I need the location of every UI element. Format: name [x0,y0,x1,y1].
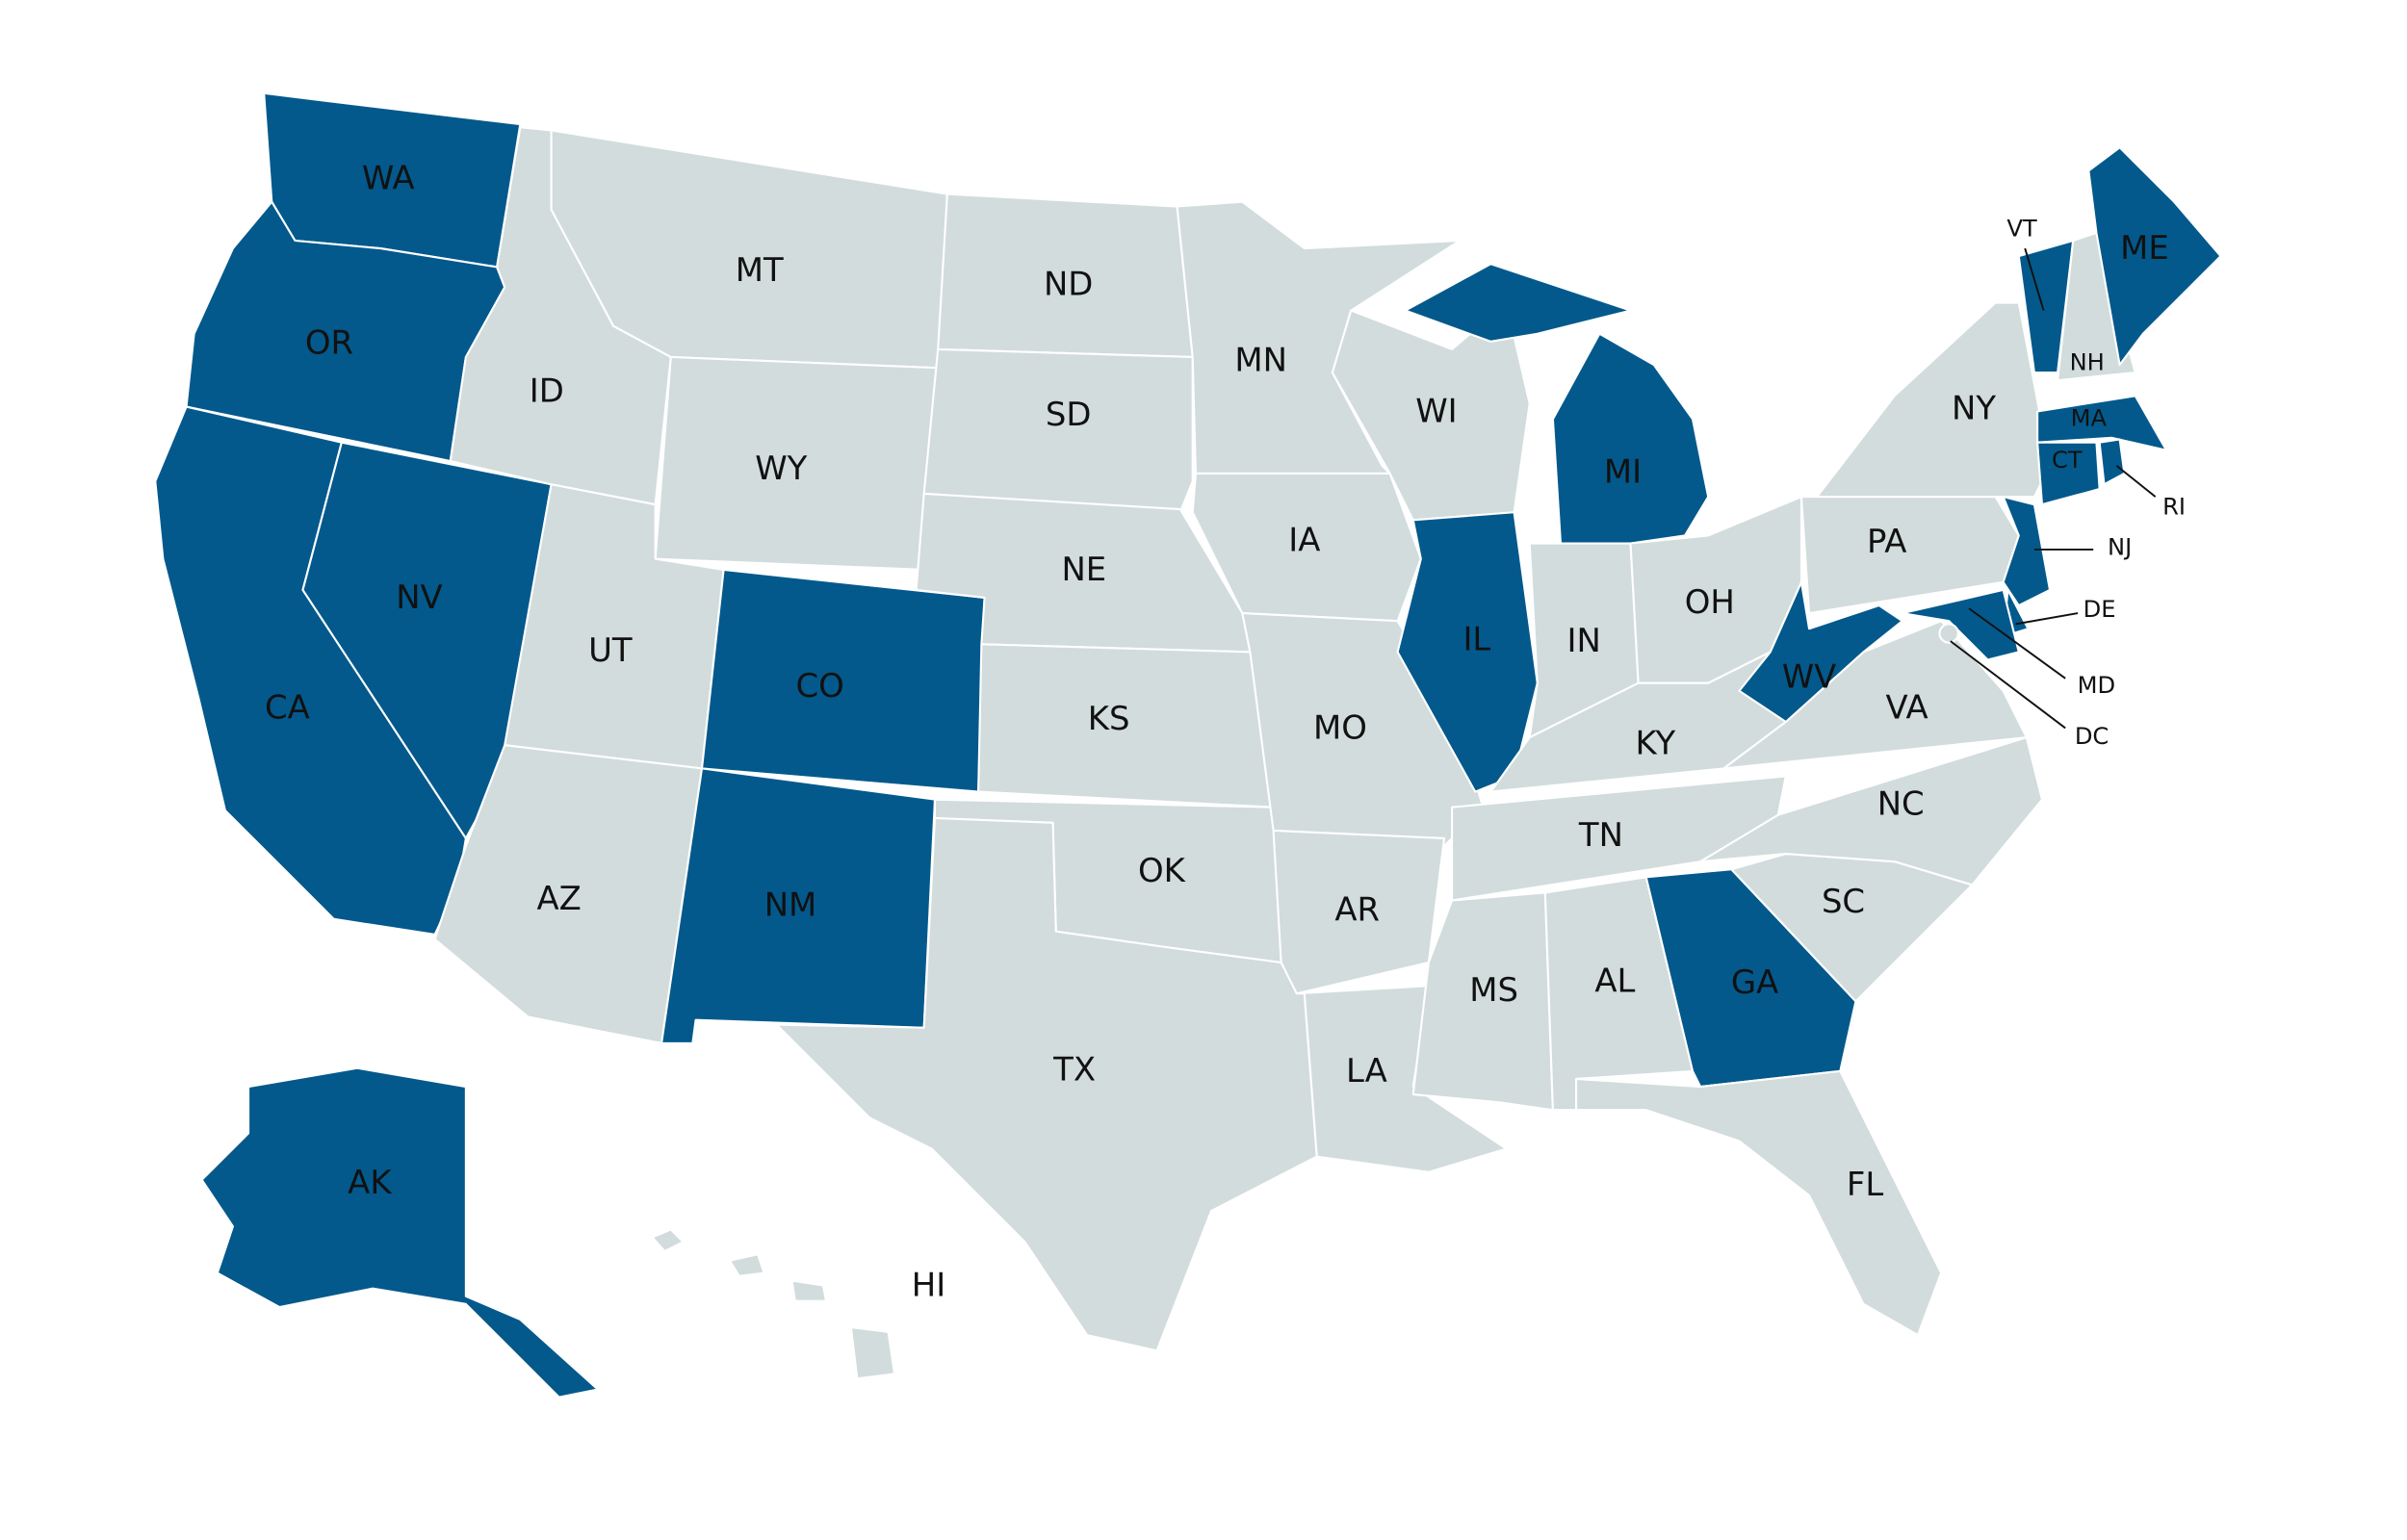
state-label: RI [2162,493,2186,520]
state-shape [2098,438,2126,486]
state-shape [2036,395,2168,451]
state-label: NM [764,886,817,923]
state-label: TX [1052,1050,1096,1088]
state-label: NJ [2108,533,2132,560]
state-label: AL [1594,962,1635,999]
state-shape [1938,623,1959,644]
state-label: NH [2070,348,2105,375]
state-label: DC [2075,723,2109,750]
state-label: NY [1952,389,1996,426]
state-shape [2002,496,2052,607]
state-shape [1699,736,2044,886]
state-shape [922,347,1194,514]
state-label: MA [2071,404,2108,431]
state-labels: WA OR CA NV ID MT WY UT CO AZ NM ND SD NE KS OK TX MN IA MO… [265,160,2186,1304]
state-label: FL [1847,1166,1883,1203]
state-shape [1738,580,1903,724]
state-label: NE [1061,551,1106,588]
state-shape [2087,146,2222,367]
state-label: VT [2006,216,2037,243]
state-label: ME [2120,229,2169,267]
state-label: OR [305,324,353,362]
state-label: UT [588,631,633,669]
state-label: OH [1685,583,1735,621]
state-label: GA [1731,963,1778,1001]
state-label: IL [1462,621,1490,658]
state-label: VA [1886,689,1928,727]
state-label: PA [1867,523,1906,560]
state-label: WY [755,449,807,487]
state-label: NV [396,578,443,616]
state-label: SD [1046,396,1092,433]
state-shape [1272,829,1446,995]
state-label: NC [1877,785,1925,823]
state-label: MI [1604,452,1642,490]
state-label: AR [1334,890,1380,928]
state-label: ND [1044,265,1093,302]
leader-line [2015,612,2079,626]
state-label: WA [362,160,415,197]
leader-line [2115,465,2157,498]
state-label: AK [348,1164,392,1201]
state-shape [2036,441,2101,506]
state-label: SC [1822,883,1865,920]
state-label: TN [1578,816,1623,854]
state-label: ID [530,372,564,410]
state-label: MN [1234,341,1287,378]
state-label: MO [1313,709,1367,747]
leader-line [1968,607,2066,680]
leader-line [2024,247,2045,311]
state-shape [1901,588,2020,661]
state-label: HI [912,1267,945,1304]
state-shapes [154,91,2222,1399]
state-label: CA [265,689,310,727]
state-label: KY [1636,725,1676,762]
state-label: WV [1782,657,1837,695]
state-label: WI [1415,393,1457,430]
state-shape [200,1066,600,1399]
state-label: IA [1288,521,1320,558]
state-label: DE [2083,596,2116,623]
state-label: CT [2052,447,2083,474]
state-shape [1396,511,1539,793]
state-label: CO [795,667,843,705]
state-label: IN [1566,622,1600,659]
state-shape [1575,1069,1943,1337]
state-label: KS [1088,700,1130,737]
state-label: OK [1138,852,1186,889]
leader-line [1950,640,2066,730]
state-label: MD [2078,672,2116,699]
state-shape [775,816,1318,1352]
state-label: MT [736,251,784,289]
state-label: AZ [536,880,581,917]
state-label: LA [1346,1052,1387,1090]
state-shape [651,1228,896,1380]
state-label: MS [1469,971,1518,1009]
state-shape [1816,301,2052,499]
